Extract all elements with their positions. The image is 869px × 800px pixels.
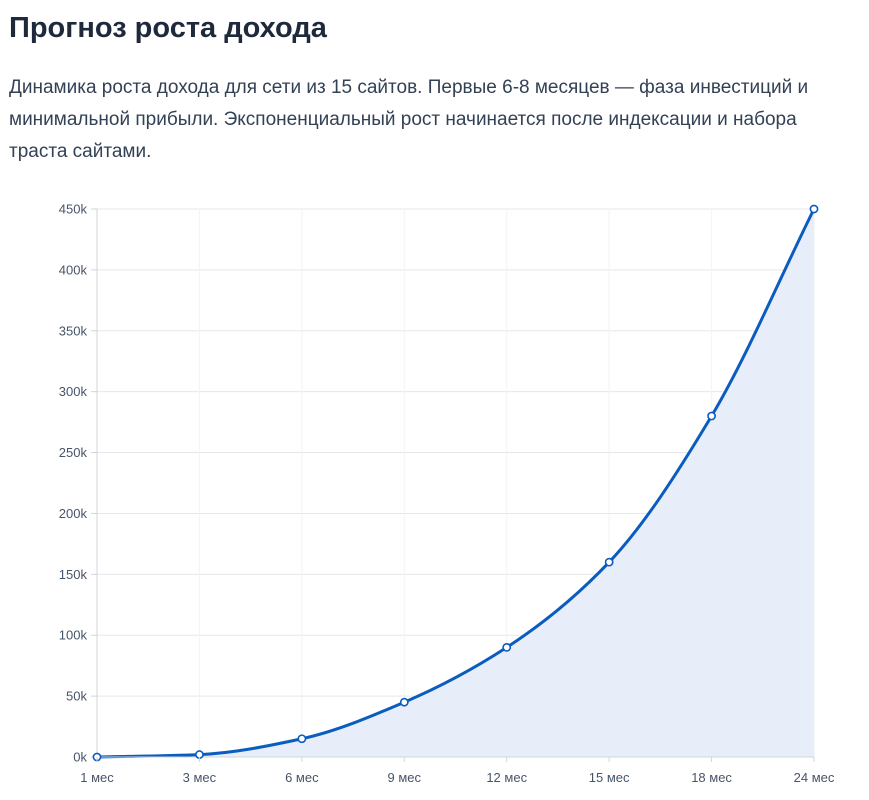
data-point xyxy=(399,697,409,707)
x-tick-label: 3 мес xyxy=(183,770,217,785)
x-tick-label: 9 мес xyxy=(388,770,422,785)
x-tick-label: 15 мес xyxy=(589,770,630,785)
y-tick-label: 250k xyxy=(59,445,88,460)
x-axis-labels: 1 мес 3 мес 6 мес 9 мес 12 мес 15 мес 18 мес 24… xyxy=(80,757,835,785)
x-tick-label: 24 мес xyxy=(794,770,835,785)
page-title: Прогноз роста дохода xyxy=(9,12,327,44)
x-tick-label: 6 мес xyxy=(285,770,319,785)
y-tick-label: 350k xyxy=(59,323,88,338)
y-tick-label: 50k xyxy=(66,689,87,704)
data-point xyxy=(809,204,819,214)
y-tick-label: 100k xyxy=(59,628,88,643)
y-axis-labels: 0k 50k 100k 150k 200k 250k 300k 350k 400k 450k xyxy=(59,202,88,765)
y-tick-label: 0k xyxy=(73,750,87,765)
y-tick-label: 450k xyxy=(59,202,88,217)
data-point xyxy=(707,411,716,421)
data-point xyxy=(502,643,512,652)
series-area-fill xyxy=(97,209,814,757)
data-point xyxy=(604,557,614,567)
y-tick-label: 400k xyxy=(59,262,88,277)
y-tick-label: 150k xyxy=(59,567,88,582)
x-tick-label: 1 мес xyxy=(80,770,114,785)
x-tick-label: 18 мес xyxy=(691,770,732,785)
data-point xyxy=(297,734,307,744)
page-description: Динамика роста дохода для сети из 15 сай… xyxy=(9,77,809,162)
y-tick-label: 300k xyxy=(59,384,88,399)
x-tick-label: 12 мес xyxy=(486,770,527,785)
y-tick-label: 200k xyxy=(59,506,88,521)
